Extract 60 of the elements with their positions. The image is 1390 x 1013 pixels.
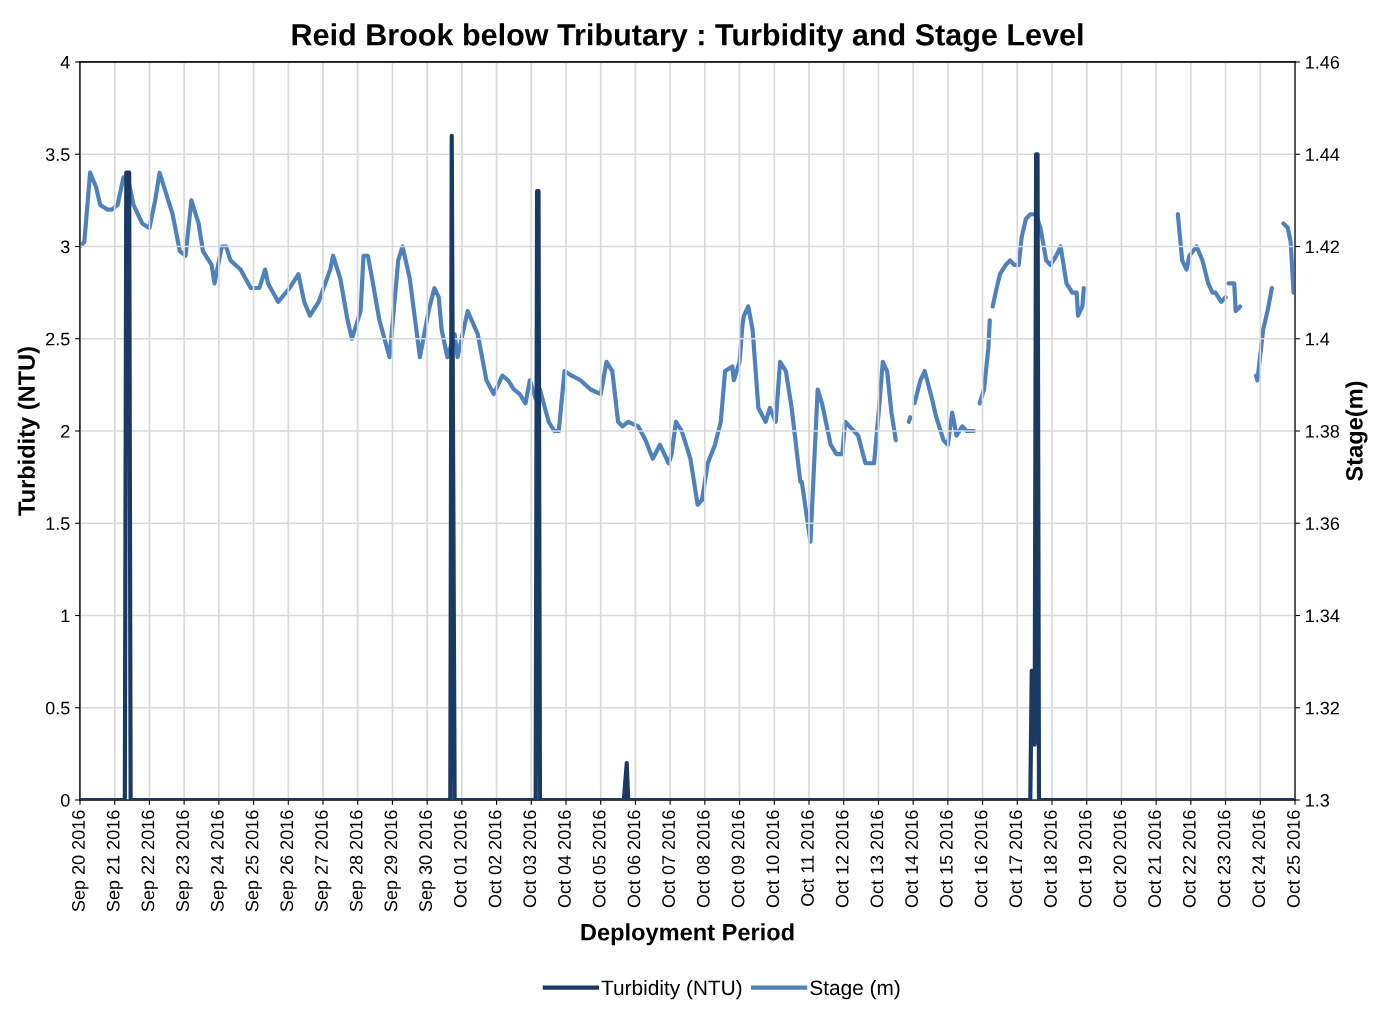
y-tick-label: 1.5 [46,517,70,530]
y2-tick-label: 1.46 [1306,55,1340,69]
y-tick-label: 0 [60,793,70,807]
x-tick-label: Oct 14 2016 [905,810,918,908]
x-tick-label: Sep 25 2016 [245,810,262,912]
x-tick-label: Oct 09 2016 [731,810,745,908]
x-tick-label: Sep 27 2016 [315,810,332,912]
x-tick-label: Sep 22 2016 [141,810,158,912]
y-tick-label: 4 [60,56,70,69]
x-tick-label: Oct 22 2016 [1182,810,1196,908]
y2-tick-label: 1.34 [1306,609,1340,623]
y2-tick-label: 1.38 [1306,424,1340,438]
y2-tick-label: 1.44 [1306,148,1340,161]
x-tick-label: Oct 16 2016 [974,810,988,908]
x-tick-label: Oct 19 2016 [1078,810,1092,908]
x-tick-label: Oct 08 2016 [696,810,710,908]
x-tick-label: Oct 07 2016 [662,810,675,908]
y-tick-label: 3 [60,240,70,254]
x-tick-label: Oct 25 2016 [1287,810,1300,908]
y2-tick-label: 1.32 [1306,701,1339,715]
x-tick-label: Oct 21 2016 [1148,810,1161,908]
x-tick-label: Sep 20 2016 [72,810,89,912]
x-tick-label: Oct 11 2016 [801,810,814,906]
x-tick-label: Oct 04 2016 [558,810,571,908]
x-tick-label: Sep 24 2016 [210,810,228,912]
legend-label: Turbidity (NTU) [601,979,742,1000]
y2-axis-title: Stage(m) [1345,381,1368,481]
y2-tick-label: 1.42 [1306,240,1339,254]
y-tick-label: 0.5 [45,701,70,715]
chart-title: Reid Brook below Tributary : Turbidity and Stage Level [292,23,1083,52]
x-tick-label: Oct 15 2016 [939,810,953,908]
x-tick-label: Sep 23 2016 [176,810,193,912]
x-tick-label: Oct 12 2016 [835,810,849,908]
x-tick-label: Sep 26 2016 [280,810,297,912]
y-tick-label: 2 [61,424,70,438]
x-tick-label: Oct 23 2016 [1217,810,1231,908]
y-tick-label: 3.5 [45,148,70,161]
x-tick-label: Sep 30 2016 [419,810,436,912]
y-tick-label: 2.5 [46,332,70,346]
x-tick-label: Oct 06 2016 [627,810,641,908]
x-tick-label: Oct 05 2016 [592,810,606,908]
legend-label: Stage (m) [810,979,900,1000]
x-tick-label: Oct 13 2016 [870,810,884,908]
x-tick-label: Sep 28 2016 [349,810,367,912]
x-tick-label: Oct 03 2016 [523,810,537,908]
x-tick-label: Oct 24 2016 [1252,810,1266,908]
x-tick-label: Oct 20 2016 [1113,810,1127,908]
x-tick-label: Sep 21 2016 [106,810,124,912]
x-tick-label: Oct 17 2016 [1009,810,1023,908]
x-tick-label: Oct 01 2016 [453,810,467,908]
y2-tick-label: 1.36 [1306,517,1340,530]
x-tick-label: Oct 10 2016 [766,810,780,908]
y-axis-title: Turbidity (NTU) [17,347,40,516]
x-axis-title: Deployment Period [581,923,794,946]
y2-tick-label: 1.4 [1306,332,1330,346]
y-tick-label: 1 [61,609,70,623]
x-tick-label: Sep 29 2016 [384,810,401,912]
x-tick-label: Oct 02 2016 [488,810,502,908]
x-tick-label: Oct 18 2016 [1044,810,1057,908]
y2-tick-label: 1.3 [1306,793,1330,807]
